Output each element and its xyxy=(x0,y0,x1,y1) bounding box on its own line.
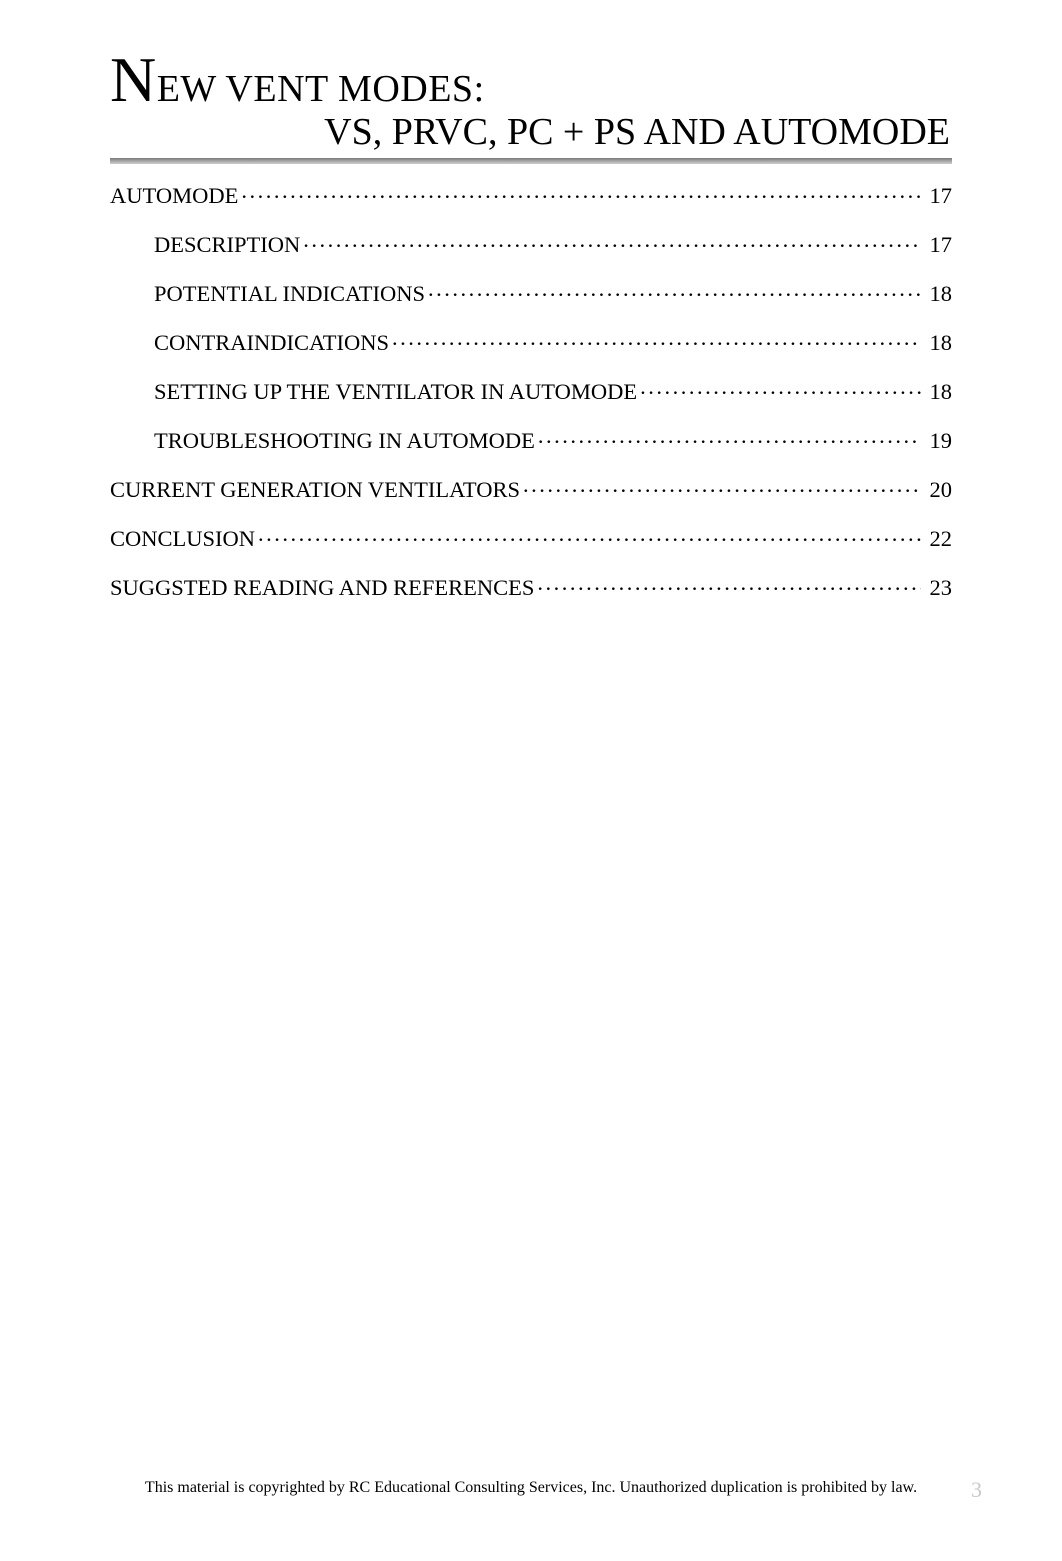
toc-page-number: 23 xyxy=(924,577,952,600)
toc-leader xyxy=(538,425,921,448)
toc-page-number: 22 xyxy=(924,528,952,551)
toc-entry: CONTRAINDICATIONS 18 xyxy=(110,327,952,354)
toc-page-number: 18 xyxy=(924,283,952,306)
copyright-footer: This material is copyrighted by RC Educa… xyxy=(0,1479,1062,1497)
toc-entry: SETTING UP THE VENTILATOR IN AUTOMODE 18 xyxy=(110,376,952,403)
toc-leader xyxy=(537,572,921,595)
page-header: NEW VENT MODES: VS, PRVC, PC + PS AND AU… xyxy=(110,48,952,164)
toc-leader xyxy=(428,278,921,301)
toc-entry: SUGGSTED READING AND REFERENCES 23 xyxy=(110,572,952,599)
toc-page-number: 18 xyxy=(924,332,952,355)
toc-label: AUTOMODE xyxy=(110,185,238,208)
toc-label: SETTING UP THE VENTILATOR IN AUTOMODE xyxy=(154,381,637,404)
toc-leader xyxy=(241,180,921,203)
toc-label: CURRENT GENERATION VENTILATORS xyxy=(110,479,520,502)
toc-leader xyxy=(392,327,921,350)
toc-entry: POTENTIAL INDICATIONS 18 xyxy=(110,278,952,305)
toc-label: TROUBLESHOOTING IN AUTOMODE xyxy=(154,430,535,453)
toc-page-number: 17 xyxy=(924,234,952,257)
page-subtitle: VS, PRVC, PC + PS AND AUTOMODE xyxy=(110,110,952,154)
toc-entry: TROUBLESHOOTING IN AUTOMODE 19 xyxy=(110,425,952,452)
title-rest: EW VENT MODES: xyxy=(157,68,485,110)
document-page: NEW VENT MODES: VS, PRVC, PC + PS AND AU… xyxy=(0,0,1062,1561)
toc-label: POTENTIAL INDICATIONS xyxy=(154,283,425,306)
toc-page-number: 19 xyxy=(924,430,952,453)
title-dropcap: N xyxy=(110,44,157,115)
toc-leader xyxy=(640,376,921,399)
table-of-contents: AUTOMODE 17 DESCRIPTION 17 POTENTIAL IND… xyxy=(110,180,952,599)
toc-entry: CONCLUSION 22 xyxy=(110,523,952,550)
toc-entry: DESCRIPTION 17 xyxy=(110,229,952,256)
toc-label: SUGGSTED READING AND REFERENCES xyxy=(110,577,534,600)
toc-entry: AUTOMODE 17 xyxy=(110,180,952,207)
toc-label: DESCRIPTION xyxy=(154,234,300,257)
toc-entry: CURRENT GENERATION VENTILATORS 20 xyxy=(110,474,952,501)
toc-leader xyxy=(303,229,921,252)
toc-label: CONTRAINDICATIONS xyxy=(154,332,389,355)
toc-leader xyxy=(258,523,921,546)
page-title: NEW VENT MODES: xyxy=(110,48,952,112)
toc-page-number: 20 xyxy=(924,479,952,502)
header-rule xyxy=(110,158,952,164)
page-number: 3 xyxy=(971,1477,982,1503)
toc-page-number: 17 xyxy=(924,185,952,208)
toc-label: CONCLUSION xyxy=(110,528,255,551)
toc-page-number: 18 xyxy=(924,381,952,404)
toc-leader xyxy=(523,474,921,497)
